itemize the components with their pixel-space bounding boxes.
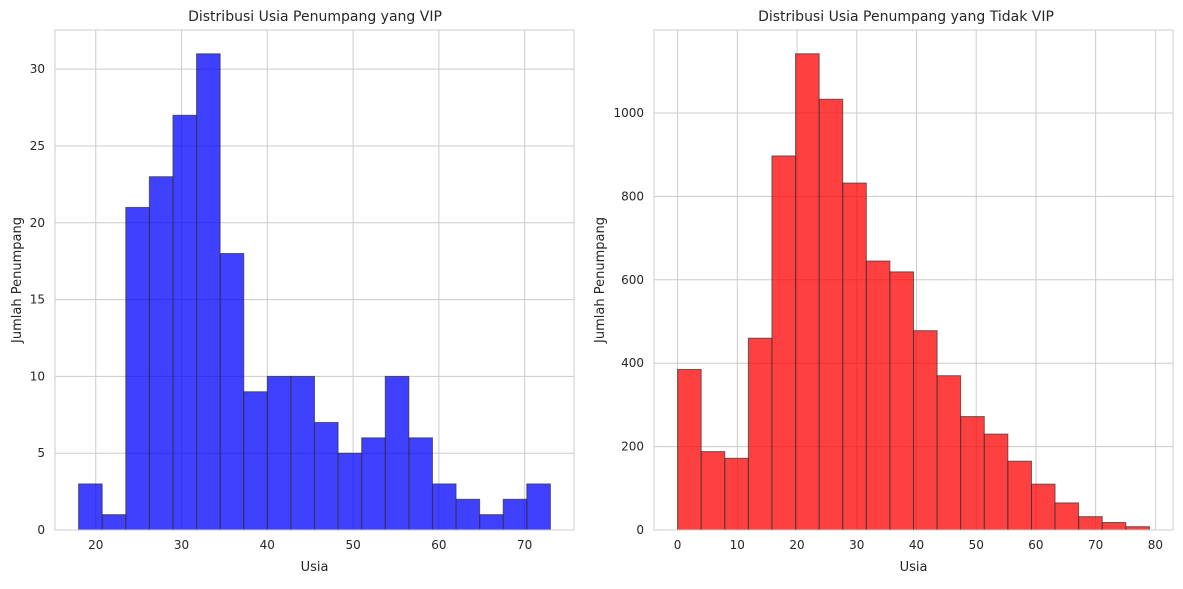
chart-vip-bar: [219, 253, 245, 531]
chart-non-vip-bar: [1101, 521, 1127, 531]
chart-non-vip-ytick-label: 400: [621, 356, 644, 370]
chart-vip-bar: [290, 375, 315, 531]
chart-non-vip-xtick-label: 0: [674, 538, 682, 552]
chart-non-vip-ytick-label: 200: [621, 440, 644, 454]
chart-vip-bar: [196, 53, 221, 531]
chart-non-vip-bar: [1125, 526, 1150, 531]
chart-vip-ytick-label: 15: [30, 293, 45, 307]
chart-non-vip-ylabel: Jumlah Penumpang: [593, 217, 608, 344]
chart-vip-bar: [455, 498, 481, 531]
chart-vip-bar: [243, 391, 268, 531]
chart-vip-bar: [148, 176, 174, 531]
chart-non-vip-ytick-label: 0: [636, 523, 644, 537]
chart-non-vip-ytick-label: 800: [621, 189, 644, 203]
chart-vip-bar: [337, 452, 363, 531]
chart-vip-ytick-label: 25: [30, 139, 45, 153]
chart-non-vip-bar: [913, 330, 938, 531]
chart-non-vip: Distribusi Usia Penumpang yang Tidak VIP…: [593, 9, 1174, 575]
chart-vip-xtick-label: 40: [260, 538, 275, 552]
chart-non-vip-bar: [960, 416, 985, 531]
chart-vip-bar: [384, 375, 410, 531]
chart-vip-ytick-label: 20: [30, 216, 45, 230]
chart-non-vip-bar: [818, 98, 844, 531]
chart-non-vip-xtick-label: 10: [730, 538, 745, 552]
chart-non-vip-bar: [677, 368, 702, 531]
chart-vip-ylabel: Jumlah Penumpang: [10, 217, 25, 344]
chart-vip-bar: [266, 375, 292, 531]
chart-vip-ytick-label: 5: [37, 446, 45, 460]
chart-vip-bar: [361, 437, 386, 531]
chart-vip-bar: [101, 514, 127, 531]
chart-non-vip-bar: [795, 53, 820, 531]
chart-non-vip-bar: [1030, 483, 1056, 531]
chart-non-vip-xtick-label: 30: [849, 538, 864, 552]
chart-vip: Distribusi Usia Penumpang yang VIP 20 30 4…: [10, 9, 575, 575]
chart-non-vip-bar: [983, 433, 1009, 531]
chart-non-vip-xtick-label: 60: [1028, 538, 1043, 552]
chart-non-vip-bar: [771, 155, 797, 531]
chart-vip-bar: [314, 421, 339, 531]
chart-vip-bar: [125, 206, 150, 531]
chart-non-vip-bar: [936, 375, 962, 531]
chart-vip-ytick-label: 10: [30, 369, 45, 383]
chart-vip-bar: [479, 514, 504, 531]
chart-vip-xtick-label: 30: [174, 538, 189, 552]
chart-non-vip-bar: [1078, 516, 1103, 531]
chart-vip-title: Distribusi Usia Penumpang yang VIP: [188, 9, 442, 25]
chart-vip-frame: [54, 29, 575, 531]
chart-vip-xtick-label: 60: [431, 538, 446, 552]
chart-vip-xtick-label: 70: [517, 538, 532, 552]
chart-vip-xticks: 20 30 40 50 60 70: [88, 538, 532, 552]
chart-vip-bars: [78, 53, 551, 531]
chart-vip-bar: [526, 483, 551, 531]
chart-non-vip-xticks: 0 10 20 30 40 50 60 70 80: [674, 538, 1163, 552]
chart-non-vip-xtick-label: 40: [909, 538, 924, 552]
chart-non-vip-xtick-label: 50: [969, 538, 984, 552]
chart-non-vip-bar: [865, 260, 891, 531]
chart-non-vip-title: Distribusi Usia Penumpang yang Tidak VIP: [758, 9, 1054, 25]
chart-non-vip-xlabel: Usia: [900, 560, 928, 575]
chart-non-vip-xtick-label: 70: [1088, 538, 1103, 552]
chart-non-vip-yticks: 0 200 400 600 800 1000: [613, 106, 644, 537]
chart-non-vip-bar: [1007, 460, 1032, 531]
chart-non-vip-bar: [724, 457, 749, 531]
chart-non-vip-bar: [1054, 502, 1080, 531]
chart-non-vip-frame: [653, 29, 1174, 531]
chart-vip-bar: [431, 483, 457, 531]
chart-non-vip-xtick-label: 80: [1148, 538, 1163, 552]
chart-vip-xlabel: Usia: [301, 560, 329, 575]
chart-non-vip-ytick-label: 600: [621, 273, 644, 287]
chart-vip-ytick-label: 30: [30, 62, 45, 76]
chart-vip-bar: [172, 114, 198, 531]
chart-non-vip-bar: [889, 271, 915, 531]
chart-vip-bar: [78, 483, 103, 531]
chart-vip-bar: [408, 437, 433, 531]
chart-non-vip-bar: [700, 451, 726, 531]
chart-vip-xtick-label: 20: [88, 538, 103, 552]
chart-vip-yticks: 0 5 10 15 20 25 30: [30, 62, 45, 537]
chart-non-vip-xtick-label: 20: [789, 538, 804, 552]
chart-non-vip-ytick-label: 1000: [613, 106, 644, 120]
chart-vip-bar: [502, 498, 528, 531]
chart-non-vip-bar: [747, 337, 773, 531]
chart-vip-ytick-label: 0: [37, 523, 45, 537]
chart-non-vip-bar: [842, 182, 867, 531]
chart-vip-xtick-label: 50: [345, 538, 360, 552]
